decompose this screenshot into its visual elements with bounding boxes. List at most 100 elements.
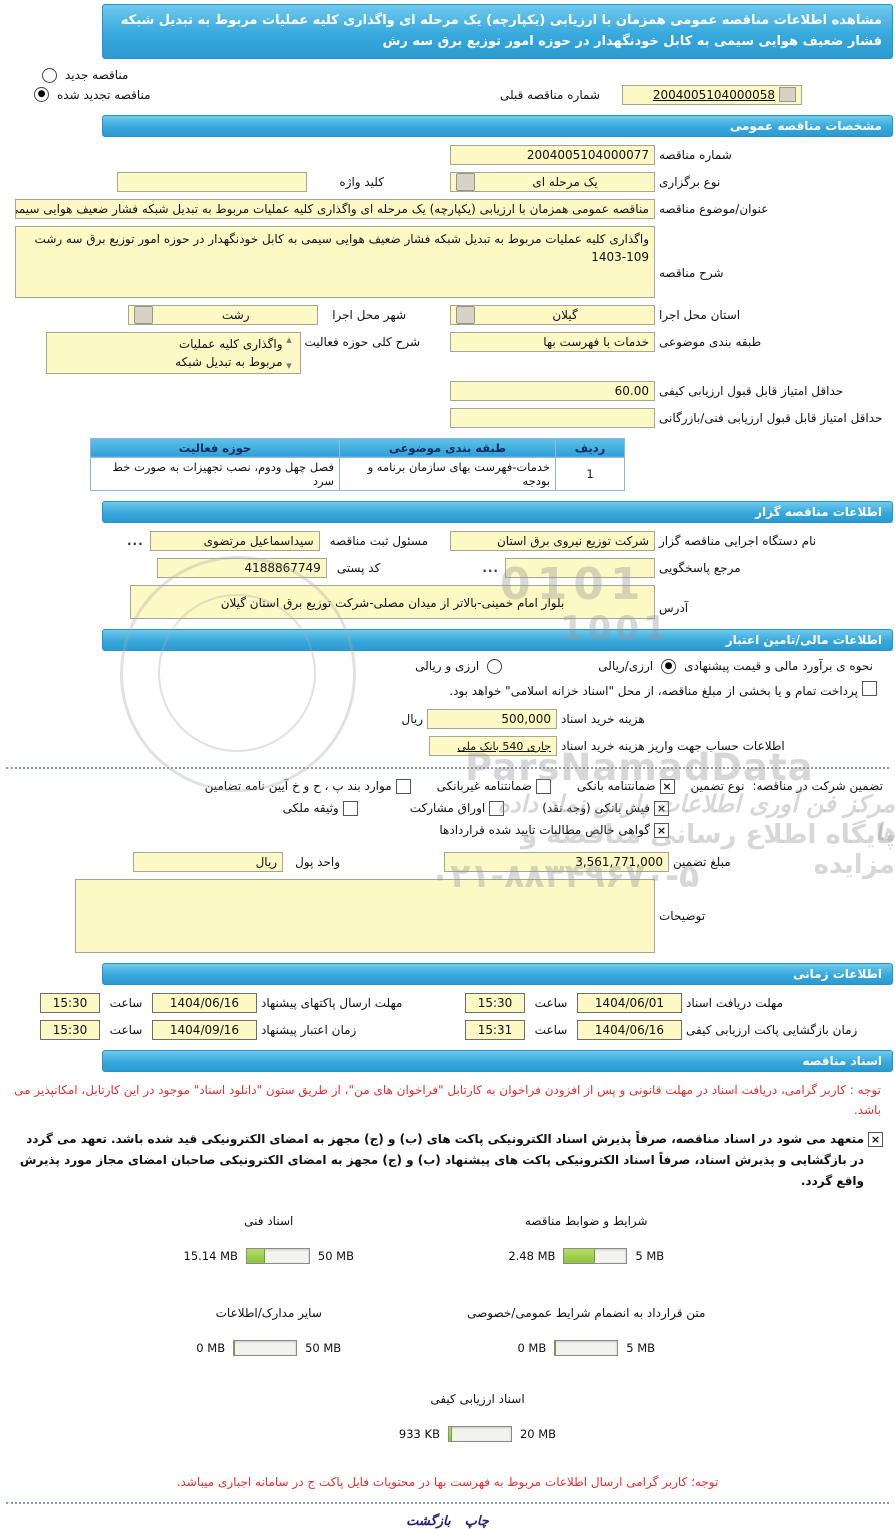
proposal-submission-deadline-time: 15:30 bbox=[40, 992, 100, 1013]
activity-scope-listbox[interactable]: ▲ ▼ واگذاری کلیه عملیات مربوط به تبدیل ش… bbox=[45, 331, 301, 374]
guarantee-type-item[interactable]: ضمانتنامه غیربانکی bbox=[437, 778, 555, 794]
scroll-down-icon[interactable]: ▼ bbox=[286, 361, 292, 370]
tender-description-field: واگذاری کلیه عملیات مربوط به تبدیل شبکه … bbox=[15, 225, 655, 298]
used-size: 2.48 MB bbox=[508, 1248, 556, 1263]
radio-mixed-currency[interactable] bbox=[487, 658, 503, 674]
radio-new-tender[interactable] bbox=[42, 67, 57, 83]
property-collateral-checkbox[interactable] bbox=[342, 800, 358, 816]
province-dropdown[interactable]: گیلان bbox=[450, 304, 655, 325]
upload-contract-label: متن قرارداد به انضمام شرایط عمومی/خصوصی bbox=[467, 1305, 706, 1320]
listbox-scrollbar[interactable]: ▲ ▼ bbox=[283, 335, 296, 371]
electronic-signature-pledge-checkbox[interactable]: × bbox=[868, 1131, 883, 1147]
radio-rial-currency[interactable]: ● bbox=[661, 658, 677, 674]
guarantee-type-item[interactable]: اوراق مشارکت bbox=[410, 800, 508, 816]
subject-classification-field: خدمات با فهرست بها bbox=[450, 331, 655, 352]
dropdown-button-icon[interactable] bbox=[456, 305, 475, 324]
response-authority-label: مرجع پاسخگویی bbox=[659, 560, 741, 575]
proposal-validity-time: 15:30 bbox=[40, 1019, 100, 1040]
back-link[interactable]: بازگشت bbox=[406, 1514, 451, 1529]
province-label: استان محل اجرا bbox=[659, 307, 741, 322]
price-list-note: توجه؛ کاربر گرامی ارسال اطلاعات مربوط به… bbox=[176, 1474, 719, 1489]
postal-code-field: 4188867749 bbox=[156, 557, 327, 578]
deposit-account-link[interactable]: جاری 540 بانک ملی bbox=[429, 736, 557, 757]
currency-unit-label: واحد پول bbox=[295, 854, 340, 869]
scroll-up-icon[interactable]: ▲ bbox=[286, 335, 292, 344]
bank-slip-checkbox[interactable]: × bbox=[654, 800, 669, 816]
dropdown-button-icon[interactable] bbox=[134, 305, 154, 324]
upload-group-quality: اسناد ارزیابی کیفی 933 KB 20 MB bbox=[318, 1392, 638, 1442]
radio-renewed-tender[interactable]: ● bbox=[34, 87, 49, 103]
dropdown-button-icon[interactable] bbox=[456, 172, 475, 191]
radio-mixed-currency-label: ارزی و ریالی bbox=[415, 659, 480, 674]
radio-renewed-tender-label: مناقصه تجدید شده bbox=[57, 87, 151, 102]
notes-textarea[interactable] bbox=[75, 878, 655, 953]
lookup-icon[interactable] bbox=[779, 87, 796, 103]
treasury-documents-checkbox[interactable] bbox=[862, 680, 877, 696]
property-collateral-label: وثیقه ملکی bbox=[282, 801, 339, 816]
section-header-general: مشخصات مناقصه عمومی bbox=[102, 114, 893, 137]
used-size: 933 KB bbox=[398, 1426, 440, 1441]
keyword-input[interactable] bbox=[117, 171, 308, 192]
upload-terms-progress: 2.48 MB 5 MB bbox=[508, 1247, 665, 1264]
min-quality-score-field: 60.00 bbox=[450, 380, 655, 401]
more-link[interactable]: ... bbox=[482, 560, 499, 575]
response-authority-field[interactable] bbox=[505, 557, 655, 578]
tender-description-label: شرح مناقصه bbox=[659, 265, 724, 280]
tender-number-field: 2004005104000077 bbox=[450, 144, 655, 165]
used-size: 0 MB bbox=[517, 1340, 547, 1355]
section-header-schedule: اطلاعات زمانی bbox=[102, 962, 893, 985]
quality-envelope-opening-date: 1404/06/16 bbox=[577, 1019, 682, 1040]
holding-type-dropdown[interactable]: یک مرحله ای bbox=[450, 171, 655, 192]
city-dropdown[interactable]: رشت bbox=[128, 304, 319, 325]
guarantee-amount-label: مبلغ تضمین bbox=[673, 854, 731, 869]
print-link[interactable]: چاپ bbox=[464, 1514, 489, 1529]
currency-unit-field: ریال bbox=[133, 851, 284, 872]
postal-code-label: کد پستی bbox=[336, 560, 381, 575]
bylaw-cases-checkbox[interactable] bbox=[395, 778, 411, 794]
activity-scope-line: مربوط به تبدیل شبکه bbox=[175, 355, 283, 370]
proposal-submission-deadline-label: مهلت ارسال پاکتهای پیشنهاد bbox=[261, 995, 403, 1010]
tender-subject-label: عنوان/موضوع مناقصه bbox=[659, 201, 769, 216]
upload-terms-label: شرایط و ضوابط مناقصه bbox=[524, 1213, 648, 1228]
classification-cell: خدمات-فهرست بهای سازمان برنامه و بودجه bbox=[339, 456, 556, 491]
column-header: طبقه بندی موضوعی bbox=[339, 437, 556, 458]
upload-technical-label: اسناد فنی bbox=[244, 1213, 294, 1228]
quality-envelope-opening-label: زمان بازگشایی پاکت ارزیابی کیفی bbox=[686, 1022, 858, 1037]
activity-scope-line: واگذاری کلیه عملیات bbox=[178, 336, 283, 351]
row-index-cell: 1 bbox=[555, 456, 625, 491]
guarantee-type-item[interactable]: موارد بند پ ، ح و خ آیین نامه تضامین bbox=[204, 778, 415, 794]
upload-group-other: سایر مدارک/اطلاعات 0 MB 50 MB bbox=[110, 1306, 428, 1356]
classification-table: ردیف طبقه بندی موضوعی حوزه فعالیت 1 خدما… bbox=[90, 437, 625, 491]
upload-technical-progress: 15.14 MB 50 MB bbox=[184, 1247, 354, 1264]
section-divider bbox=[6, 766, 889, 769]
guarantee-type-item[interactable]: × فیش بانکی (وجه نقد) bbox=[542, 800, 673, 816]
proposal-validity-label: زمان اعتبار پیشنهاد bbox=[261, 1022, 357, 1037]
guarantee-type-item[interactable]: × گواهی خالص مطالبات تایید شده قراردادها bbox=[439, 822, 673, 838]
more-link[interactable]: ... bbox=[126, 533, 144, 548]
net-claims-certificate-checkbox[interactable]: × bbox=[654, 822, 669, 838]
upload-group-contract: متن قرارداد به انضمام شرایط عمومی/خصوصی … bbox=[428, 1306, 746, 1356]
hour-label: ساعت bbox=[109, 995, 143, 1010]
upload-other-label: سایر مدارک/اطلاعات bbox=[215, 1305, 322, 1320]
section-header-agency: اطلاعات مناقصه گزار bbox=[102, 500, 893, 523]
keyword-label: کلید واژه bbox=[339, 174, 384, 189]
guarantee-type-label: نوع تضمین bbox=[690, 779, 745, 794]
participation-bonds-checkbox[interactable] bbox=[489, 800, 505, 816]
radio-rial-currency-label: ارزی/ریالی bbox=[598, 659, 654, 674]
notes-label: توضیحات bbox=[659, 908, 706, 923]
activity-cell: فصل چهل ودوم، نصب تجهیزات به صورت خط سرد bbox=[90, 456, 340, 491]
nonbank-guarantee-checkbox[interactable] bbox=[535, 778, 551, 794]
document-receipt-deadline-label: مهلت دریافت اسناد bbox=[686, 995, 784, 1010]
bank-guarantee-checkbox[interactable]: × bbox=[659, 778, 675, 794]
deposit-account-label: اطلاعات حساب جهت واریز هزینه خرید اسناد bbox=[561, 739, 785, 754]
max-size: 5 MB bbox=[635, 1248, 665, 1263]
previous-tender-number-field[interactable]: 2004005104000058 bbox=[622, 84, 802, 105]
bank-slip-label: فیش بانکی (وجه نقد) bbox=[542, 801, 650, 816]
bylaw-cases-label: موارد بند پ ، ح و خ آیین نامه تضامین bbox=[204, 779, 392, 794]
guarantee-amount-field: 3,561,771,000 bbox=[444, 851, 669, 872]
guarantee-type-item[interactable]: وثیقه ملکی bbox=[282, 800, 362, 816]
column-header: ردیف bbox=[555, 437, 625, 458]
guarantee-type-item[interactable]: × ضمانتنامه بانکی bbox=[577, 778, 679, 794]
documents-note: توجه : کاربر گرامی، دریافت اسناد در مهلت… bbox=[14, 1082, 881, 1118]
min-technical-score-label: حداقل امتیاز قابل قبول ارزیابی فنی/بازرگ… bbox=[659, 410, 883, 425]
